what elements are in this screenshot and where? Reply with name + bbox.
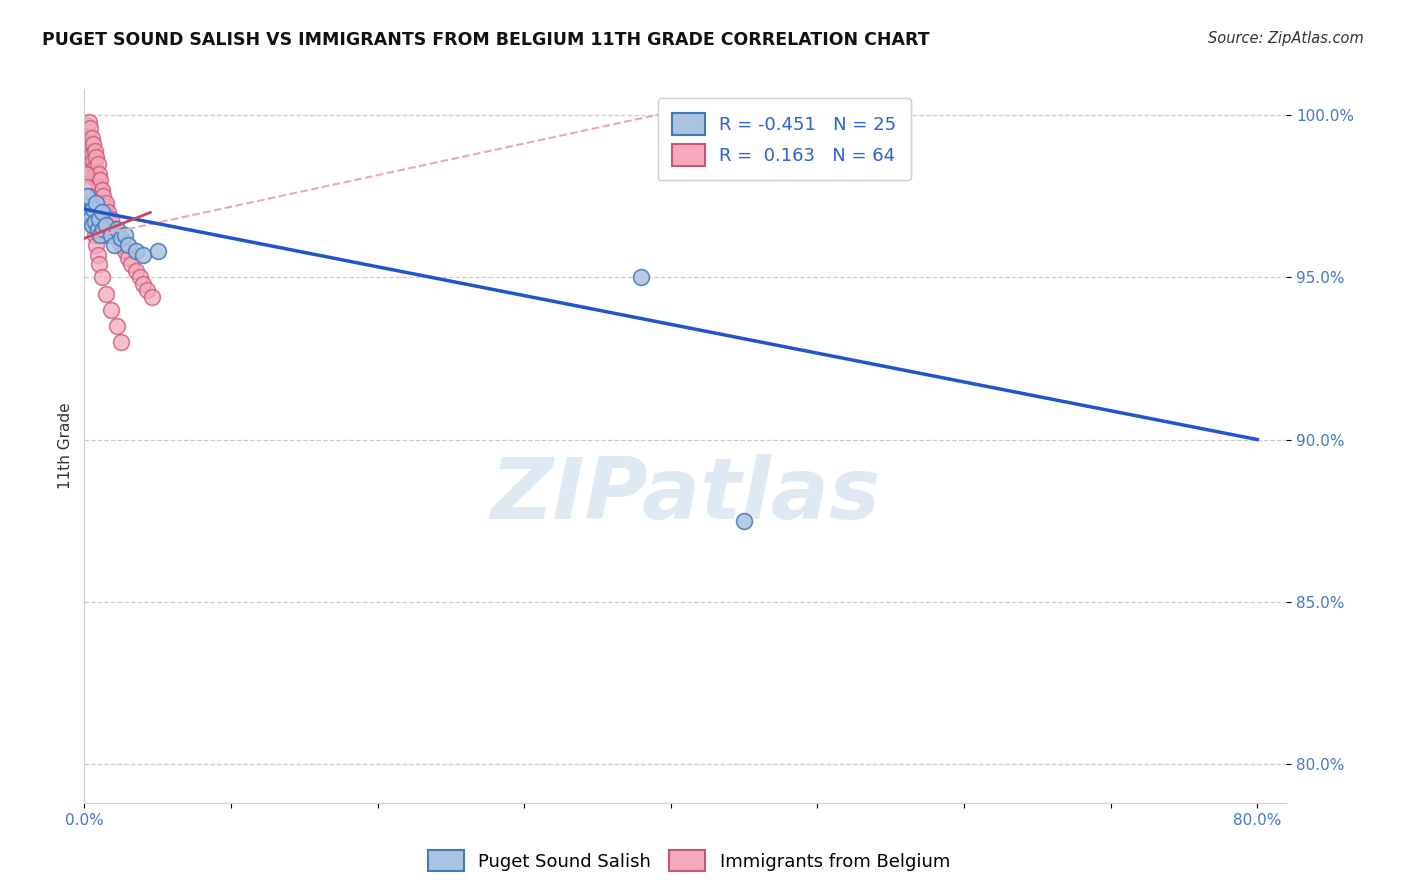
Point — [76, 157, 98, 171]
Point — [77, 163, 100, 178]
Point — [114, 228, 136, 243]
Point — [132, 247, 155, 261]
Point — [79, 211, 101, 226]
Point — [100, 211, 122, 226]
Point — [105, 318, 128, 333]
Point — [79, 199, 101, 213]
Point — [733, 514, 755, 528]
Point — [136, 283, 159, 297]
Point — [103, 238, 125, 252]
Text: Source: ZipAtlas.com: Source: ZipAtlas.com — [1208, 31, 1364, 46]
Legend: R = -0.451   N = 25, R =  0.163   N = 64: R = -0.451 N = 25, R = 0.163 N = 64 — [658, 98, 911, 180]
Point — [77, 189, 100, 203]
Point — [86, 221, 108, 235]
Point — [124, 244, 146, 259]
Point — [84, 150, 107, 164]
Point — [87, 167, 110, 181]
Point — [82, 137, 104, 152]
Point — [96, 219, 118, 233]
Point — [79, 121, 101, 136]
Point — [117, 238, 139, 252]
Point — [110, 335, 132, 350]
Point — [110, 238, 132, 252]
Y-axis label: 11th Grade: 11th Grade — [58, 402, 73, 490]
Text: ZIPatlas: ZIPatlas — [491, 454, 880, 538]
Point — [98, 215, 121, 229]
Point — [141, 290, 163, 304]
Point — [117, 251, 139, 265]
Point — [96, 195, 118, 210]
Text: PUGET SOUND SALISH VS IMMIGRANTS FROM BELGIUM 11TH GRADE CORRELATION CHART: PUGET SOUND SALISH VS IMMIGRANTS FROM BE… — [42, 31, 929, 49]
Point — [87, 179, 110, 194]
Point — [76, 124, 98, 138]
Point — [87, 205, 110, 219]
Point — [83, 215, 105, 229]
Point — [76, 179, 98, 194]
Point — [89, 173, 111, 187]
Point — [105, 228, 128, 243]
Point — [82, 153, 104, 168]
Point — [132, 277, 155, 291]
Point — [80, 219, 103, 233]
Point — [82, 219, 104, 233]
Legend: Puget Sound Salish, Immigrants from Belgium: Puget Sound Salish, Immigrants from Belg… — [420, 843, 957, 879]
Point — [105, 221, 128, 235]
Point — [80, 209, 103, 223]
Point — [93, 221, 115, 235]
Point — [77, 205, 100, 219]
Point — [77, 114, 100, 128]
Point — [124, 264, 146, 278]
Point — [75, 199, 97, 213]
Point — [82, 202, 104, 217]
Point — [75, 150, 97, 164]
Point — [80, 131, 103, 145]
Point — [86, 157, 108, 171]
Point — [129, 270, 152, 285]
Point — [76, 140, 98, 154]
Point — [77, 131, 100, 145]
Point — [89, 228, 111, 243]
Point — [75, 134, 97, 148]
Point — [103, 221, 125, 235]
Point — [91, 205, 114, 219]
Point — [91, 183, 114, 197]
Point — [100, 302, 122, 317]
Point — [630, 270, 652, 285]
Point — [87, 257, 110, 271]
Point — [80, 147, 103, 161]
Point — [84, 238, 107, 252]
Point — [83, 160, 105, 174]
Point — [91, 215, 114, 229]
Point — [84, 195, 107, 210]
Point — [82, 169, 104, 184]
Point — [80, 163, 103, 178]
Point — [96, 228, 118, 243]
Point — [100, 228, 122, 243]
Point — [94, 199, 117, 213]
Point — [86, 173, 108, 187]
Point — [146, 244, 169, 259]
Point — [83, 144, 105, 158]
Point — [114, 244, 136, 259]
Point — [76, 189, 98, 203]
Point — [84, 167, 107, 181]
Point — [75, 118, 97, 132]
Point — [79, 137, 101, 152]
Point — [87, 211, 110, 226]
Point — [86, 247, 108, 261]
Point — [83, 228, 105, 243]
Point — [110, 231, 132, 245]
Point — [97, 205, 120, 219]
Point — [93, 189, 115, 203]
Point — [91, 270, 114, 285]
Point — [79, 153, 101, 168]
Point — [120, 257, 142, 271]
Point — [77, 147, 100, 161]
Point — [75, 167, 97, 181]
Point — [96, 286, 118, 301]
